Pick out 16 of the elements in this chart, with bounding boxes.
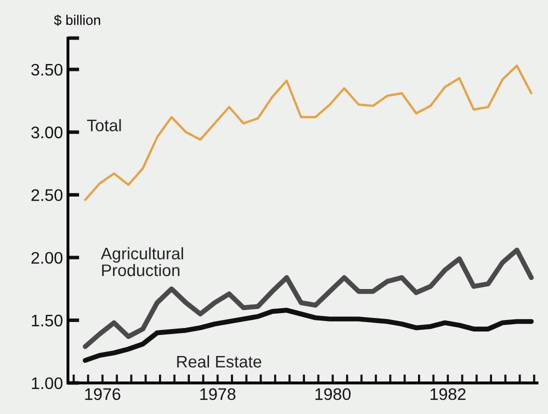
line-series — [82, 248, 534, 350]
series-label: Real Estate — [177, 355, 262, 368]
y-tick-label: 3.00 — [31, 126, 62, 138]
y-tick-label: 3.50 — [31, 64, 62, 76]
x-tick-label: 1976 — [85, 388, 120, 400]
series-label: Agricultural Production — [100, 247, 184, 276]
y-tick-label: 1.50 — [32, 314, 62, 326]
x-tick-label: 1978 — [200, 388, 236, 400]
x-tick-label: 1980 — [315, 388, 351, 400]
y-tick-label: 2.50 — [31, 189, 62, 202]
y-axis-title: $ billion — [54, 14, 100, 26]
line-series — [84, 64, 532, 201]
y-tick-label: 1.00 — [32, 377, 62, 390]
y-tick-label: 2.00 — [31, 252, 62, 264]
x-tick-label: 1982 — [430, 388, 466, 400]
text: Total — [87, 119, 121, 132]
